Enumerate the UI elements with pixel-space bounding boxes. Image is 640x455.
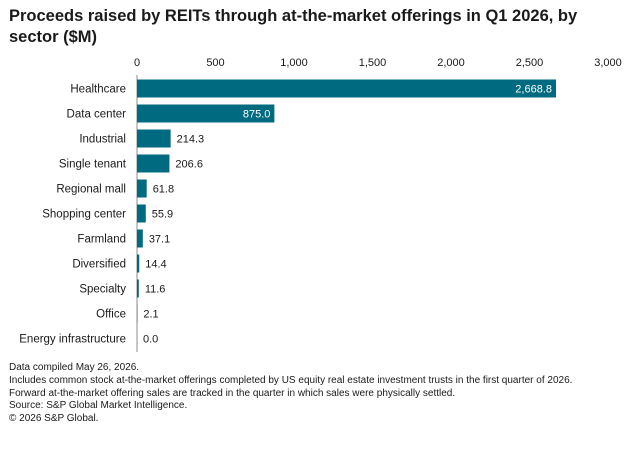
- value-label: 11.6: [145, 284, 166, 296]
- bar: [137, 254, 140, 273]
- bar: [137, 104, 275, 123]
- value-label: 37.1: [149, 234, 170, 246]
- bar-chart: 0 500 1,000 1,500 2,000 2,500 3,000 Healthcare 2…: [19, 57, 622, 352]
- note-source: Source: S&P Global Market Intelligence.: [9, 400, 188, 412]
- category-label: Shopping center: [42, 209, 126, 221]
- category-label: Healthcare: [70, 84, 126, 96]
- x-tick-label: 3,000: [594, 57, 622, 69]
- value-label: 0.0: [143, 334, 158, 346]
- x-tick-label: 500: [206, 57, 224, 69]
- x-tick-label: 1,000: [280, 57, 308, 69]
- category-label: Office: [96, 309, 126, 321]
- bar: [137, 154, 170, 173]
- note-copyright: © 2026 S&P Global.: [9, 413, 99, 425]
- bar: [137, 179, 147, 198]
- x-tick-label: 2,500: [516, 57, 544, 69]
- value-label: 55.9: [152, 209, 173, 221]
- value-label: 2.1: [143, 309, 158, 321]
- value-label: 206.6: [175, 159, 203, 171]
- category-label: Farmland: [77, 234, 126, 246]
- category-label: Energy infrastructure: [19, 334, 126, 346]
- chart-title: Proceeds raised by REITs through at-the-…: [9, 7, 578, 46]
- category-label: Specialty: [79, 284, 126, 296]
- bar: [137, 79, 557, 98]
- category-label: Single tenant: [59, 159, 127, 171]
- value-label: 875.0: [243, 109, 271, 121]
- x-tick-label: 2,000: [437, 57, 465, 69]
- bar: [137, 204, 146, 223]
- category-label: Industrial: [79, 134, 126, 146]
- value-label: 61.8: [153, 184, 174, 196]
- value-label: 14.4: [145, 259, 166, 271]
- bar: [137, 129, 171, 148]
- value-label: 2,668.8: [515, 84, 552, 96]
- category-label: Diversified: [72, 259, 126, 271]
- category-label: Regional mall: [56, 184, 126, 196]
- value-label: 214.3: [177, 134, 205, 146]
- bar: [137, 229, 143, 248]
- note-compiled: Data compiled May 26, 2026.: [9, 362, 140, 373]
- chart-notes: Data compiled May 26, 2026. Includes com…: [9, 362, 634, 426]
- note-forward: Forward at-the-market offering sales are…: [9, 387, 456, 399]
- x-tick-label: 0: [134, 57, 140, 69]
- note-scope: Includes common stock at-the-market offe…: [9, 374, 573, 386]
- bar: [137, 279, 139, 298]
- x-tick-label: 1,500: [359, 57, 387, 69]
- category-label: Data center: [67, 109, 127, 121]
